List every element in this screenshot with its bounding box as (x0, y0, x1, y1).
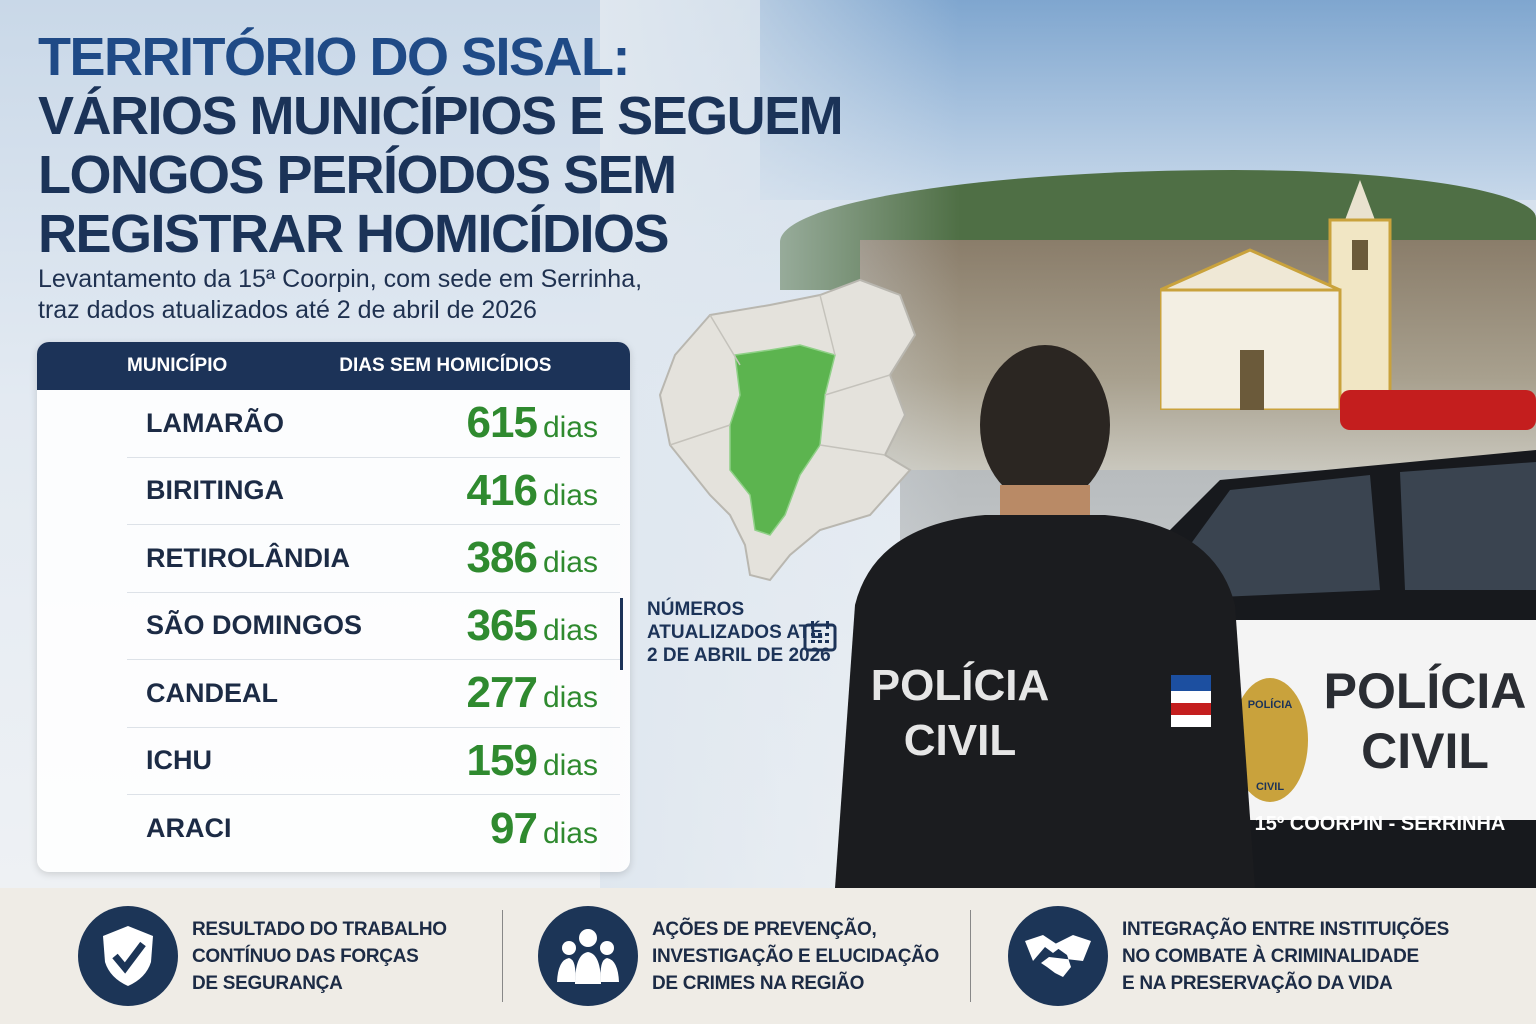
municipality-name: RETIROLÂNDIA (146, 542, 350, 573)
table-row: LAMARÃO 615 dias (127, 390, 620, 458)
municipality-name: CANDEAL (146, 677, 278, 708)
feature-text-line: CONTÍNUO DAS FORÇAS (192, 945, 419, 967)
table-row: CANDEAL 277 dias (127, 660, 620, 728)
subtitle-line-1: Levantamento da 15ª Coorpin, com sede em… (38, 265, 643, 293)
table-row: ICHU 159 dias (127, 728, 620, 795)
headline-line-2: VÁRIOS MUNICÍPIOS E SEGUEM (38, 86, 844, 146)
days-number: 97 (490, 803, 538, 853)
vest-text-civil: CIVIL (904, 716, 1016, 765)
days-number: 416 (466, 465, 538, 515)
days-number: 277 (466, 668, 538, 718)
feature-text-line: RESULTADO DO TRABALHO (192, 918, 447, 940)
table-header: MUNICÍPIO DIAS SEM HOMICÍDIOS (37, 342, 630, 390)
feature-text-line: DE CRIMES NA REGIÃO (652, 972, 865, 994)
feature-actions: AÇÕES DE PREVENÇÃO, INVESTIGAÇÃO E ELUCI… (538, 906, 940, 1006)
headline-line-4: REGISTRAR HOMICÍDIOS (38, 204, 670, 264)
feature-text-line: NO COMBATE À CRIMINALIDADE (1122, 945, 1419, 967)
table-row: BIRITINGA 416 dias (127, 458, 620, 525)
feature-results: RESULTADO DO TRABALHO CONTÍNUO DAS FORÇA… (78, 906, 447, 1006)
days-value: 615 dias (467, 398, 598, 448)
people-group-icon (538, 906, 638, 1006)
feature-text-line: AÇÕES DE PREVENÇÃO, (652, 918, 877, 940)
days-number: 386 (466, 533, 538, 583)
municipality-name: ICHU (146, 745, 212, 776)
header-municipio: MUNICÍPIO (127, 355, 228, 376)
header-dias: DIAS SEM HOMICÍDIOS (339, 355, 552, 376)
days-unit: dias (542, 748, 598, 782)
table-row: SÃO DOMINGOS 365 dias (127, 593, 620, 660)
callout-line-3: 2 DE ABRIL DE 2026 (647, 645, 831, 666)
feature-text-line: E NA PRESERVAÇÃO DA VIDA (1122, 972, 1393, 994)
table-row: ARACI 97 dias (127, 795, 620, 863)
days-value: 386 dias (467, 533, 598, 583)
days-unit: dias (542, 411, 598, 445)
vest-text-policia: POLÍCIA (871, 660, 1049, 710)
territory-map (658, 278, 917, 582)
days-value: 365 dias (467, 601, 598, 651)
days-unit: dias (542, 478, 598, 512)
days-unit: dias (542, 546, 598, 580)
municipality-name: SÃO DOMINGOS (146, 610, 363, 641)
municipality-name: LAMARÃO (146, 407, 284, 438)
calendar-icon (803, 621, 837, 652)
church-illustration (1160, 180, 1392, 410)
divider (502, 910, 503, 1002)
headline-line-1: TERRITÓRIO DO SISAL: (38, 27, 631, 87)
days-table: MUNICÍPIO DIAS SEM HOMICÍDIOS LAMARÃO 61… (37, 342, 630, 872)
feature-text-line: INTEGRAÇÃO ENTRE INSTITUIÇÕES (1122, 918, 1449, 940)
footer-features: RESULTADO DO TRABALHO CONTÍNUO DAS FORÇA… (0, 888, 1536, 1024)
shield-check-icon (78, 906, 178, 1006)
police-officer: POLÍCIA CIVIL (835, 345, 1255, 888)
days-unit: dias (542, 613, 598, 647)
days-value: 277 dias (467, 668, 598, 718)
days-unit: dias (542, 816, 598, 850)
handshake-icon (1008, 906, 1108, 1006)
callout-line-1: NÚMEROS (647, 599, 745, 620)
badge-bottom-text: CIVIL (1256, 781, 1284, 793)
map-region-green (729, 344, 836, 536)
table-row: RETIROLÂNDIA 386 dias (127, 525, 620, 593)
days-number: 365 (466, 600, 538, 650)
headline: TERRITÓRIO DO SISAL: VÁRIOS MUNICÍPIOS E… (38, 27, 844, 264)
feature-integration: INTEGRAÇÃO ENTRE INSTITUIÇÕES NO COMBATE… (1008, 906, 1449, 1006)
municipality-name: BIRITINGA (146, 475, 284, 506)
days-value: 97 dias (490, 804, 598, 854)
days-value: 159 dias (467, 736, 598, 786)
days-unit: dias (542, 681, 598, 715)
days-number: 615 (466, 398, 538, 448)
subtitle: Levantamento da 15ª Coorpin, com sede em… (38, 264, 642, 326)
municipality-name: ARACI (146, 813, 232, 844)
subtitle-line-2: traz dados atualizados até 2 de abril de… (38, 296, 537, 324)
car-unit-text: 15º COORPIN - SERRINHA (1255, 813, 1506, 835)
headline-line-3: LONGOS PERÍODOS SEM (38, 145, 677, 205)
feature-text-line: DE SEGURANÇA (192, 972, 343, 994)
car-text-policia: POLÍCIA (1324, 663, 1527, 719)
callout-line-2: ATUALIZADOS ATÉ (647, 622, 823, 643)
feature-text-line: INVESTIGAÇÃO E ELUCIDAÇÃO (652, 945, 940, 967)
days-value: 416 dias (467, 466, 598, 516)
divider (970, 910, 971, 1002)
car-text-civil: CIVIL (1361, 723, 1489, 779)
update-callout: NÚMEROS ATUALIZADOS ATÉ 2 DE ABRIL DE 20… (620, 598, 850, 670)
days-number: 159 (466, 735, 538, 785)
badge-top-text: POLÍCIA (1248, 698, 1293, 711)
